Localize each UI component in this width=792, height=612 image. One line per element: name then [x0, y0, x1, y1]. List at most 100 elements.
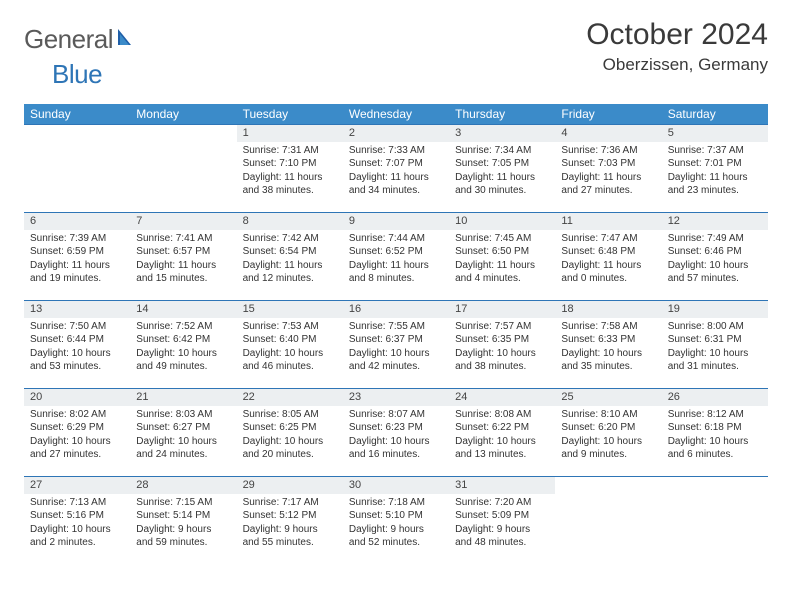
sunset-text: Sunset: 6:42 PM [136, 333, 230, 347]
day-details: Sunrise: 7:49 AMSunset: 6:46 PMDaylight:… [662, 230, 768, 290]
sunrise-text: Sunrise: 7:47 AM [561, 232, 655, 246]
brand-logo: General [24, 18, 141, 55]
daylight-text: Daylight: 9 hours and 48 minutes. [455, 523, 549, 550]
day-number: 2 [343, 125, 449, 142]
sunrise-text: Sunrise: 7:17 AM [243, 496, 337, 510]
sunset-text: Sunset: 6:25 PM [243, 421, 337, 435]
day-details: Sunrise: 7:53 AMSunset: 6:40 PMDaylight:… [237, 318, 343, 378]
sunset-text: Sunset: 6:23 PM [349, 421, 443, 435]
sunset-text: Sunset: 6:46 PM [668, 245, 762, 259]
sunset-text: Sunset: 6:29 PM [30, 421, 124, 435]
day-number: 14 [130, 301, 236, 318]
sunset-text: Sunset: 6:20 PM [561, 421, 655, 435]
day-number: 27 [24, 477, 130, 494]
sunrise-text: Sunrise: 8:07 AM [349, 408, 443, 422]
day-number: 23 [343, 389, 449, 406]
sunset-text: Sunset: 6:22 PM [455, 421, 549, 435]
sunset-text: Sunset: 5:16 PM [30, 509, 124, 523]
day-number: 1 [237, 125, 343, 142]
day-number: 21 [130, 389, 236, 406]
calendar-day-cell: 14Sunrise: 7:52 AMSunset: 6:42 PMDayligh… [130, 301, 236, 389]
calendar-day-cell: 29Sunrise: 7:17 AMSunset: 5:12 PMDayligh… [237, 477, 343, 565]
day-number: 26 [662, 389, 768, 406]
sunset-text: Sunset: 6:18 PM [668, 421, 762, 435]
day-number: 31 [449, 477, 555, 494]
daylight-text: Daylight: 10 hours and 35 minutes. [561, 347, 655, 374]
sunrise-text: Sunrise: 7:45 AM [455, 232, 549, 246]
calendar-day-cell: 10Sunrise: 7:45 AMSunset: 6:50 PMDayligh… [449, 213, 555, 301]
day-details: Sunrise: 8:12 AMSunset: 6:18 PMDaylight:… [662, 406, 768, 466]
day-details: Sunrise: 7:34 AMSunset: 7:05 PMDaylight:… [449, 142, 555, 202]
day-details: Sunrise: 7:42 AMSunset: 6:54 PMDaylight:… [237, 230, 343, 290]
day-details: Sunrise: 7:18 AMSunset: 5:10 PMDaylight:… [343, 494, 449, 554]
sunrise-text: Sunrise: 8:08 AM [455, 408, 549, 422]
daylight-text: Daylight: 11 hours and 23 minutes. [668, 171, 762, 198]
calendar-day-cell: 3Sunrise: 7:34 AMSunset: 7:05 PMDaylight… [449, 125, 555, 213]
calendar-day-cell: 17Sunrise: 7:57 AMSunset: 6:35 PMDayligh… [449, 301, 555, 389]
day-details: Sunrise: 7:17 AMSunset: 5:12 PMDaylight:… [237, 494, 343, 554]
day-number: 5 [662, 125, 768, 142]
weekday-header: Sunday [24, 104, 130, 125]
daylight-text: Daylight: 10 hours and 57 minutes. [668, 259, 762, 286]
day-number: 18 [555, 301, 661, 318]
day-number: 4 [555, 125, 661, 142]
calendar-week-row: 20Sunrise: 8:02 AMSunset: 6:29 PMDayligh… [24, 389, 768, 477]
day-details: Sunrise: 7:36 AMSunset: 7:03 PMDaylight:… [555, 142, 661, 202]
sunrise-text: Sunrise: 7:57 AM [455, 320, 549, 334]
sunset-text: Sunset: 7:05 PM [455, 157, 549, 171]
calendar-day-cell: 18Sunrise: 7:58 AMSunset: 6:33 PMDayligh… [555, 301, 661, 389]
sunrise-text: Sunrise: 8:00 AM [668, 320, 762, 334]
day-number: 29 [237, 477, 343, 494]
calendar-day-cell: 7Sunrise: 7:41 AMSunset: 6:57 PMDaylight… [130, 213, 236, 301]
sunrise-text: Sunrise: 7:18 AM [349, 496, 443, 510]
calendar-day-cell [555, 477, 661, 565]
daylight-text: Daylight: 10 hours and 27 minutes. [30, 435, 124, 462]
sunrise-text: Sunrise: 7:15 AM [136, 496, 230, 510]
sunset-text: Sunset: 6:54 PM [243, 245, 337, 259]
sunset-text: Sunset: 6:31 PM [668, 333, 762, 347]
sunset-text: Sunset: 6:27 PM [136, 421, 230, 435]
day-number: 17 [449, 301, 555, 318]
day-details: Sunrise: 7:44 AMSunset: 6:52 PMDaylight:… [343, 230, 449, 290]
calendar-day-cell: 15Sunrise: 7:53 AMSunset: 6:40 PMDayligh… [237, 301, 343, 389]
empty-day [24, 125, 130, 142]
daylight-text: Daylight: 10 hours and 9 minutes. [561, 435, 655, 462]
day-details: Sunrise: 7:39 AMSunset: 6:59 PMDaylight:… [24, 230, 130, 290]
sunrise-text: Sunrise: 7:49 AM [668, 232, 762, 246]
calendar-day-cell: 16Sunrise: 7:55 AMSunset: 6:37 PMDayligh… [343, 301, 449, 389]
day-number: 25 [555, 389, 661, 406]
sunset-text: Sunset: 6:48 PM [561, 245, 655, 259]
day-details: Sunrise: 7:15 AMSunset: 5:14 PMDaylight:… [130, 494, 236, 554]
sunrise-text: Sunrise: 8:12 AM [668, 408, 762, 422]
day-number: 7 [130, 213, 236, 230]
calendar-day-cell: 11Sunrise: 7:47 AMSunset: 6:48 PMDayligh… [555, 213, 661, 301]
day-details: Sunrise: 7:50 AMSunset: 6:44 PMDaylight:… [24, 318, 130, 378]
calendar-day-cell [662, 477, 768, 565]
weekday-header: Saturday [662, 104, 768, 125]
daylight-text: Daylight: 11 hours and 19 minutes. [30, 259, 124, 286]
sunset-text: Sunset: 6:50 PM [455, 245, 549, 259]
calendar-day-cell: 25Sunrise: 8:10 AMSunset: 6:20 PMDayligh… [555, 389, 661, 477]
weekday-header: Tuesday [237, 104, 343, 125]
daylight-text: Daylight: 10 hours and 49 minutes. [136, 347, 230, 374]
day-details: Sunrise: 7:57 AMSunset: 6:35 PMDaylight:… [449, 318, 555, 378]
sunrise-text: Sunrise: 7:53 AM [243, 320, 337, 334]
day-details: Sunrise: 8:08 AMSunset: 6:22 PMDaylight:… [449, 406, 555, 466]
day-details: Sunrise: 7:55 AMSunset: 6:37 PMDaylight:… [343, 318, 449, 378]
day-details: Sunrise: 8:00 AMSunset: 6:31 PMDaylight:… [662, 318, 768, 378]
calendar-day-cell: 9Sunrise: 7:44 AMSunset: 6:52 PMDaylight… [343, 213, 449, 301]
calendar-day-cell: 4Sunrise: 7:36 AMSunset: 7:03 PMDaylight… [555, 125, 661, 213]
calendar-week-row: 6Sunrise: 7:39 AMSunset: 6:59 PMDaylight… [24, 213, 768, 301]
sunrise-text: Sunrise: 7:37 AM [668, 144, 762, 158]
daylight-text: Daylight: 10 hours and 46 minutes. [243, 347, 337, 374]
calendar-week-row: 27Sunrise: 7:13 AMSunset: 5:16 PMDayligh… [24, 477, 768, 565]
sunset-text: Sunset: 6:52 PM [349, 245, 443, 259]
daylight-text: Daylight: 10 hours and 13 minutes. [455, 435, 549, 462]
day-details: Sunrise: 7:47 AMSunset: 6:48 PMDaylight:… [555, 230, 661, 290]
calendar-header-row: SundayMondayTuesdayWednesdayThursdayFrid… [24, 104, 768, 125]
calendar-day-cell: 2Sunrise: 7:33 AMSunset: 7:07 PMDaylight… [343, 125, 449, 213]
weekday-header: Wednesday [343, 104, 449, 125]
sunrise-text: Sunrise: 7:20 AM [455, 496, 549, 510]
sunset-text: Sunset: 7:10 PM [243, 157, 337, 171]
day-details: Sunrise: 7:31 AMSunset: 7:10 PMDaylight:… [237, 142, 343, 202]
